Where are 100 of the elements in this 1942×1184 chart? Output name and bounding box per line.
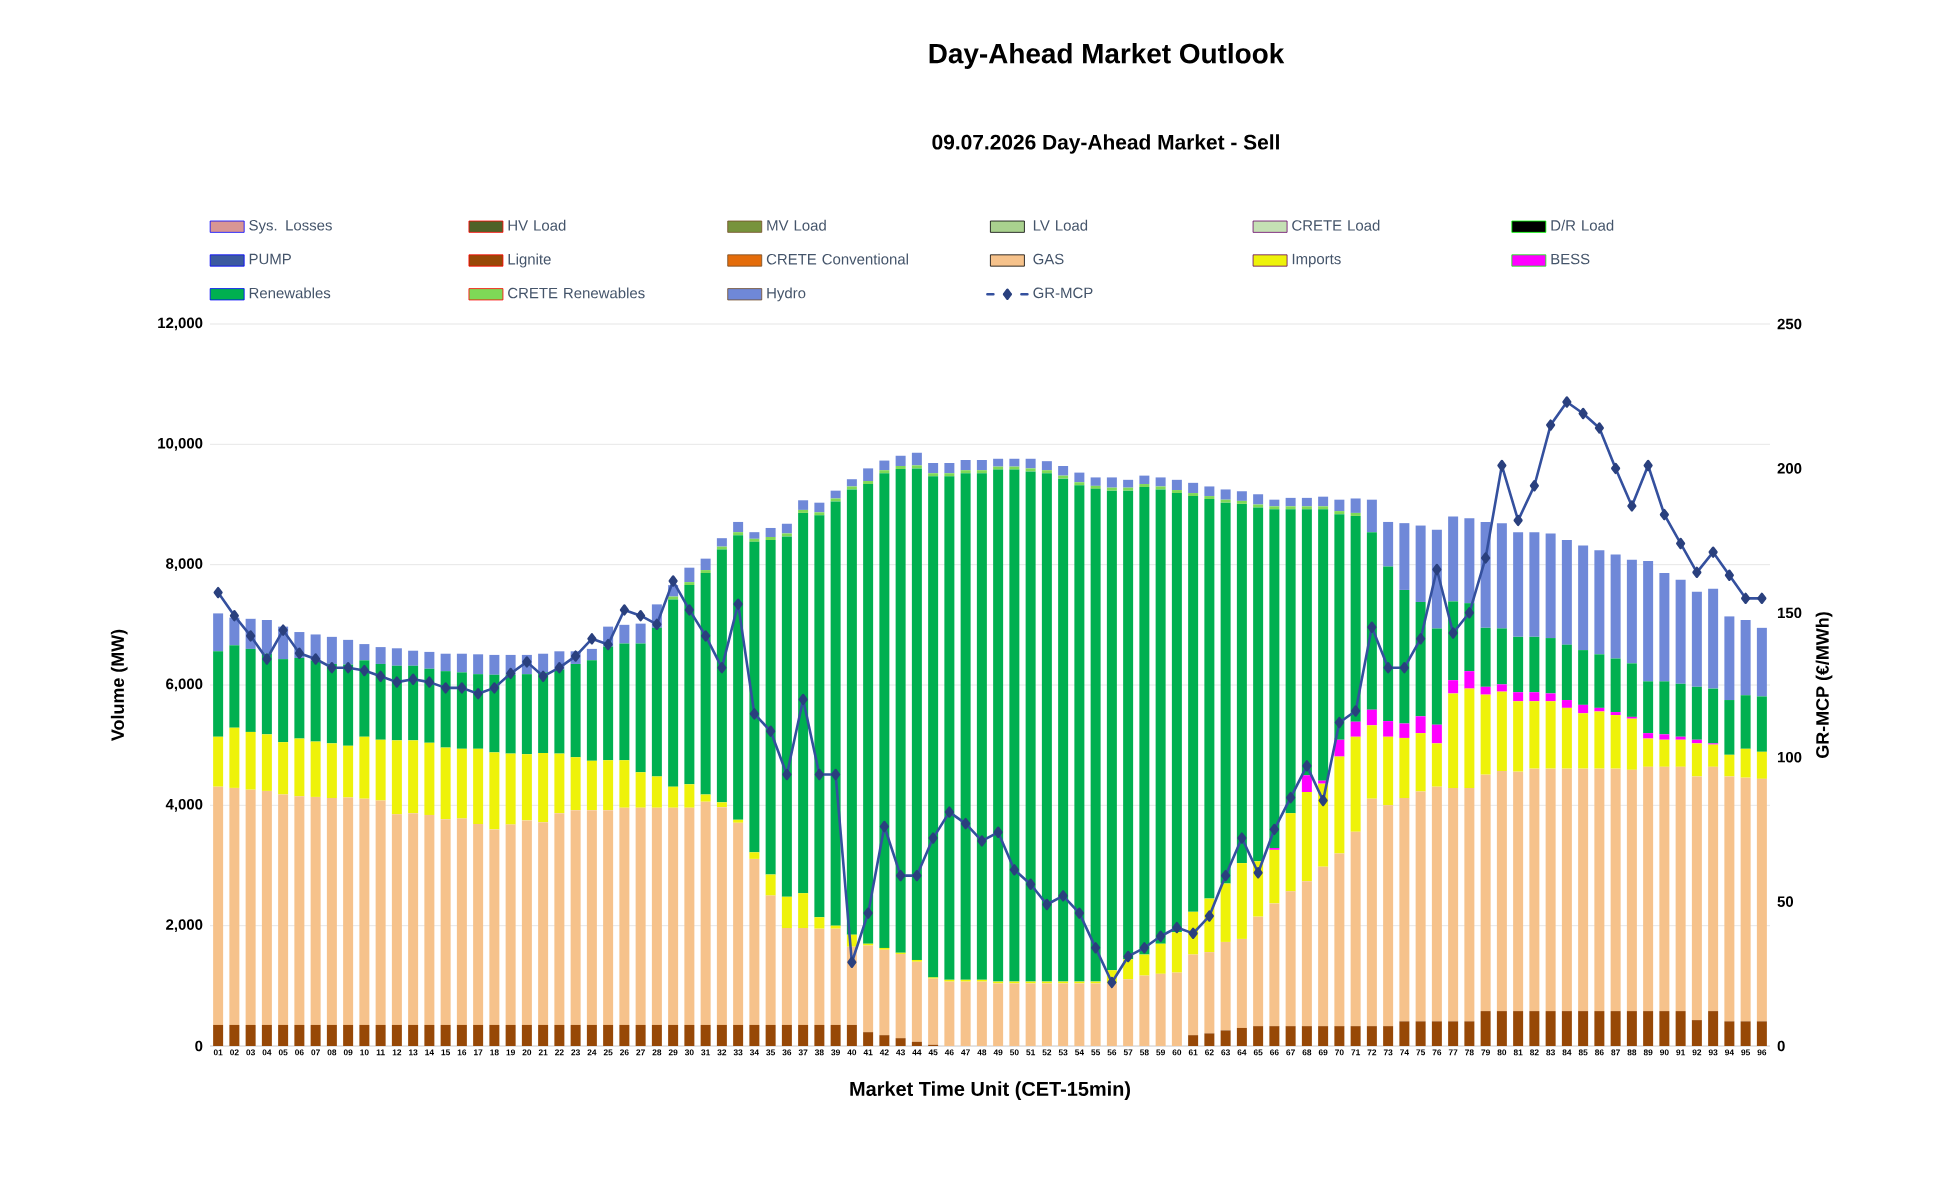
bar bbox=[1610, 1011, 1621, 1046]
bar bbox=[343, 664, 354, 746]
bar bbox=[1594, 1011, 1605, 1046]
bar bbox=[1318, 496, 1329, 507]
bar bbox=[1756, 751, 1767, 779]
bar bbox=[1171, 479, 1182, 491]
bar bbox=[1236, 491, 1247, 501]
bar bbox=[521, 820, 532, 1025]
bar bbox=[554, 813, 565, 1025]
bar bbox=[1513, 692, 1524, 702]
bar bbox=[846, 489, 857, 935]
bar bbox=[1220, 941, 1231, 1031]
bar bbox=[213, 613, 224, 652]
bar bbox=[1545, 693, 1556, 702]
bar bbox=[1366, 798, 1377, 1027]
bar bbox=[1009, 458, 1020, 467]
bar bbox=[1334, 853, 1345, 1027]
bar bbox=[944, 476, 955, 980]
bar bbox=[294, 738, 305, 797]
bar bbox=[1318, 509, 1329, 781]
bar bbox=[473, 823, 484, 1025]
bar bbox=[1025, 471, 1036, 982]
bar bbox=[765, 1024, 776, 1046]
bar bbox=[1204, 486, 1215, 497]
bar bbox=[1399, 589, 1410, 724]
bar bbox=[1691, 686, 1702, 740]
bar bbox=[1480, 694, 1491, 775]
bar bbox=[1383, 566, 1394, 722]
bar bbox=[1431, 628, 1442, 725]
bar bbox=[619, 760, 630, 808]
bar bbox=[1399, 737, 1410, 799]
bar bbox=[1691, 1020, 1702, 1046]
bar bbox=[278, 742, 289, 795]
bar bbox=[684, 1024, 695, 1046]
bar bbox=[375, 663, 386, 740]
bar bbox=[375, 739, 386, 801]
bar bbox=[554, 753, 565, 814]
bar bbox=[1659, 1011, 1670, 1046]
bar bbox=[944, 462, 955, 474]
bar bbox=[1204, 952, 1215, 1034]
bar bbox=[456, 748, 467, 819]
bar bbox=[343, 1024, 354, 1046]
bar bbox=[1334, 756, 1345, 854]
bar bbox=[1659, 681, 1670, 735]
bar bbox=[1578, 545, 1589, 651]
bar bbox=[456, 818, 467, 1025]
bar bbox=[1529, 636, 1540, 693]
bar bbox=[310, 796, 321, 1025]
bar bbox=[1594, 550, 1605, 655]
bar bbox=[619, 807, 630, 1025]
bar bbox=[1236, 863, 1247, 939]
bar bbox=[1269, 499, 1280, 507]
bar bbox=[993, 983, 1004, 1046]
bar bbox=[603, 810, 614, 1025]
bar bbox=[1415, 1021, 1426, 1046]
bar bbox=[733, 521, 744, 533]
chart-title: Day-Ahead Market Outlook bbox=[929, 42, 1285, 69]
bar bbox=[1301, 881, 1312, 1027]
bar bbox=[1139, 487, 1150, 955]
bar bbox=[1074, 485, 1085, 982]
bar bbox=[1009, 983, 1020, 1046]
bar bbox=[326, 798, 337, 1025]
bar bbox=[521, 1024, 532, 1046]
bar bbox=[229, 645, 240, 728]
bar bbox=[1366, 499, 1377, 533]
bar bbox=[1513, 771, 1524, 1012]
bar bbox=[1675, 739, 1686, 767]
bar bbox=[1675, 766, 1686, 1012]
bar bbox=[635, 643, 646, 773]
bar bbox=[1383, 736, 1394, 806]
bar bbox=[1708, 744, 1719, 767]
bar bbox=[1090, 488, 1101, 982]
bar bbox=[408, 1024, 419, 1046]
bar bbox=[1724, 616, 1735, 701]
bar bbox=[1545, 768, 1556, 1012]
bar bbox=[1448, 693, 1459, 788]
bar bbox=[700, 801, 711, 1025]
bar bbox=[1220, 489, 1231, 500]
bar bbox=[830, 490, 841, 499]
bar bbox=[1058, 983, 1069, 1046]
bar bbox=[391, 1024, 402, 1046]
bar bbox=[1578, 704, 1589, 714]
bar bbox=[489, 654, 500, 675]
bar bbox=[798, 500, 809, 510]
bar bbox=[1626, 769, 1637, 1012]
bar bbox=[976, 459, 987, 471]
bar bbox=[586, 760, 597, 811]
bar bbox=[1464, 688, 1475, 788]
bar bbox=[1399, 523, 1410, 590]
bar bbox=[424, 742, 435, 815]
bar bbox=[1431, 724, 1442, 744]
bar bbox=[976, 981, 987, 1046]
bar bbox=[1188, 482, 1199, 494]
bar bbox=[863, 484, 874, 944]
bar bbox=[895, 455, 906, 466]
bar bbox=[440, 653, 451, 672]
bar bbox=[716, 538, 727, 547]
bar bbox=[976, 473, 987, 980]
bar bbox=[700, 558, 711, 571]
bar bbox=[960, 981, 971, 1046]
